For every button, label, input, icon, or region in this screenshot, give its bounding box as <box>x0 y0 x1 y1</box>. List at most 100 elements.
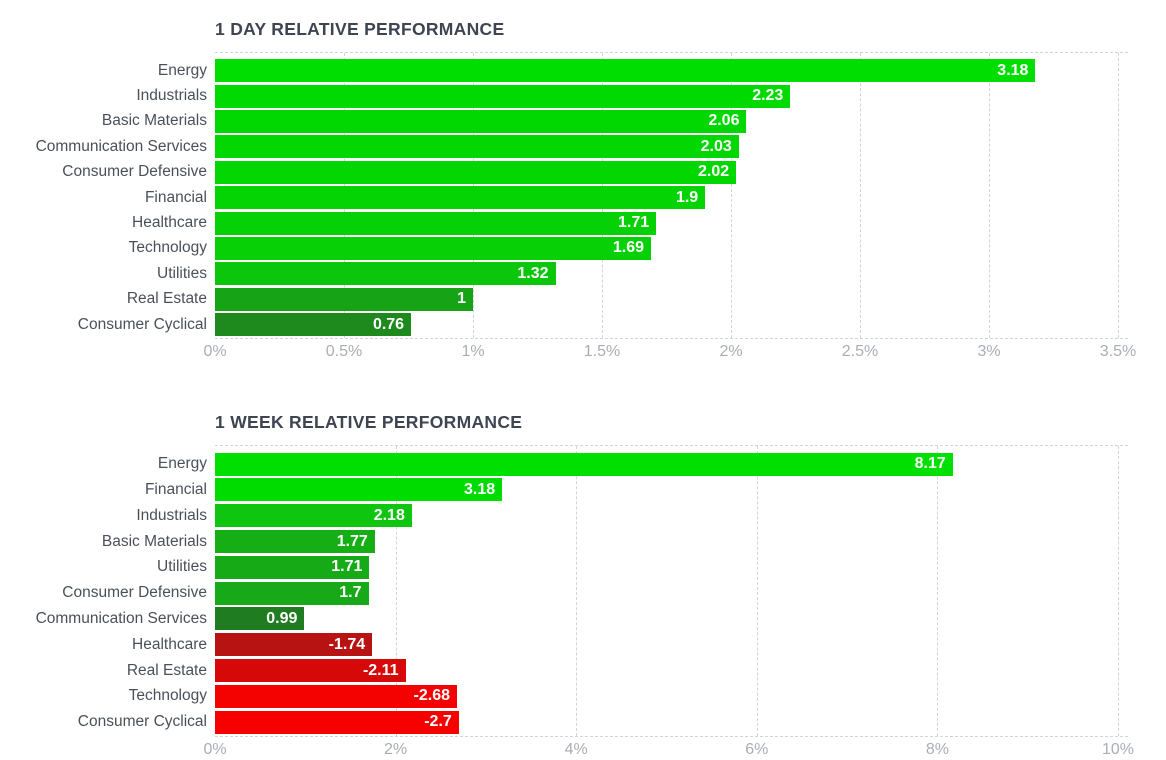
bar-track: -2.11 <box>215 659 1128 683</box>
x-axis: 0% 0.5% 1% 1.5% 2% 2.5% 3% 3.5% <box>203 339 1136 365</box>
x-axis-tick-label: 0% <box>203 343 227 361</box>
bar: 1.71 <box>215 555 370 579</box>
category-label: Financial <box>144 480 207 498</box>
bar-row: Technology -2.68 <box>0 683 1148 709</box>
x-axis-tick-label: 1% <box>461 343 485 361</box>
bar-value-label: -1.74 <box>328 635 366 653</box>
bar: 1.32 <box>215 262 556 286</box>
x-axis-tick-label: 6% <box>745 741 769 759</box>
bar-track: 0.76 <box>215 313 1128 337</box>
category-label: Communication Services <box>35 137 207 155</box>
category-label: Consumer Defensive <box>62 163 207 181</box>
bar-value-label: -2.7 <box>424 713 452 731</box>
x-axis-tick-label: 2.5% <box>841 343 879 361</box>
bar-row: Consumer Cyclical 0.76 <box>0 312 1148 337</box>
bar: 2.03 <box>215 135 739 159</box>
bar-track: 1.32 <box>215 262 1128 286</box>
plot-area: Energy 3.18 Industrials 2.23 Basic Materials… <box>0 52 1148 340</box>
bar: 1.9 <box>215 186 706 210</box>
category-label: Communication Services <box>35 609 207 627</box>
bar-value-label: 2.02 <box>698 163 730 181</box>
bar-track: 1.69 <box>215 236 1128 260</box>
grid-line <box>937 446 939 737</box>
x-axis-tick-label: 1.5% <box>583 343 621 361</box>
x-axis: 0% 2% 4% 6% 8% 10% <box>203 737 1134 760</box>
bar: -2.68 <box>215 684 457 708</box>
category-label: Energy <box>157 61 207 79</box>
bar-track: 2.23 <box>215 84 1128 108</box>
bar-row: Financial 3.18 <box>0 477 1148 503</box>
grid-line <box>1118 53 1119 339</box>
category-label: Consumer Defensive <box>62 584 207 602</box>
category-label: Utilities <box>157 264 207 282</box>
bar: 1.7 <box>215 581 369 605</box>
bar-track: 1.9 <box>215 186 1128 210</box>
bar-row: Real Estate -2.11 <box>0 658 1148 684</box>
bar-row: Utilities 1.71 <box>0 554 1148 580</box>
bar: 3.18 <box>215 478 503 502</box>
bar-rows: Energy 3.18 Industrials 2.23 Basic Materials… <box>0 52 1148 339</box>
bar-track: 1 <box>215 287 1128 311</box>
grid-line <box>1118 446 1119 737</box>
x-axis-tick-label: 0% <box>203 741 227 759</box>
x-axis-tick-label: 10% <box>1101 741 1135 759</box>
bar: 1.77 <box>215 530 375 554</box>
bar-row: Basic Materials 2.06 <box>0 109 1148 134</box>
bar-track: 2.03 <box>215 135 1128 159</box>
bar-row: Energy 3.18 <box>0 58 1148 83</box>
bar-rows: Energy 8.17 Financial 3.18 Industrials 2.18 Ba… <box>0 445 1148 737</box>
chart-title: 1 DAY RELATIVE PERFORMANCE <box>215 19 505 39</box>
bar-row: Utilities 1.32 <box>0 261 1148 286</box>
bar-track: -2.68 <box>215 684 1128 708</box>
bar-value-label: 1.7 <box>339 584 362 602</box>
bar-row: Technology 1.69 <box>0 236 1148 261</box>
category-label: Basic Materials <box>101 112 207 130</box>
grid-line <box>576 446 578 737</box>
bar-value-label: 3.18 <box>464 480 496 498</box>
bar-value-label: 1.9 <box>675 188 699 206</box>
bar-track: -2.7 <box>215 710 1128 734</box>
bar: 1.69 <box>215 236 652 260</box>
bar-value-label: -2.68 <box>413 687 450 705</box>
category-label: Healthcare <box>132 635 207 653</box>
bar-value-label: 1.32 <box>517 264 549 282</box>
category-label: Consumer Cyclical <box>77 315 207 333</box>
category-label: Real Estate <box>126 290 207 308</box>
bar: 2.06 <box>215 109 747 133</box>
grid-line <box>756 446 758 737</box>
bar-row: Industrials 2.23 <box>0 83 1148 108</box>
bar: 1 <box>215 287 473 311</box>
bar-row: Basic Materials 1.77 <box>0 529 1148 555</box>
bar-row: Consumer Cyclical -2.7 <box>0 709 1148 735</box>
bar-value-label: 1 <box>457 290 466 308</box>
bar-track: 2.18 <box>215 504 1128 528</box>
bar-value-label: 8.17 <box>914 455 946 473</box>
category-label: Utilities <box>157 558 207 576</box>
bar: 1.71 <box>215 211 657 235</box>
chart-1-day-relative-performance: 1 DAY RELATIVE PERFORMANCE Energy 3.18 Ind… <box>0 18 1148 365</box>
bar-row: Healthcare -1.74 <box>0 632 1148 658</box>
bar-track: 1.71 <box>215 555 1128 579</box>
bar: 0.76 <box>215 313 412 337</box>
bar-track: 2.02 <box>215 160 1128 184</box>
x-axis-tick-label: 3% <box>977 343 1001 361</box>
grid-line <box>989 53 990 339</box>
bar: 2.23 <box>215 84 791 108</box>
bar-value-label: 2.23 <box>752 87 784 105</box>
bar-row: Consumer Defensive 2.02 <box>0 160 1148 185</box>
bar-track: 3.18 <box>215 59 1128 83</box>
category-label: Consumer Cyclical <box>77 713 207 731</box>
bar-row: Consumer Defensive 1.7 <box>0 580 1148 606</box>
bar-row: Real Estate 1 <box>0 287 1148 312</box>
bar-row: Healthcare 1.71 <box>0 210 1148 235</box>
bar-value-label: 3.18 <box>997 61 1029 79</box>
bar-track: 1.77 <box>215 530 1128 554</box>
bar: 0.99 <box>215 607 305 631</box>
bar-value-label: 1.71 <box>331 558 363 576</box>
bar-track: 2.06 <box>215 109 1128 133</box>
bar: 8.17 <box>215 452 953 476</box>
bar-track: 0.99 <box>215 607 1128 631</box>
bar: 2.02 <box>215 160 737 184</box>
category-label: Industrials <box>136 87 207 105</box>
